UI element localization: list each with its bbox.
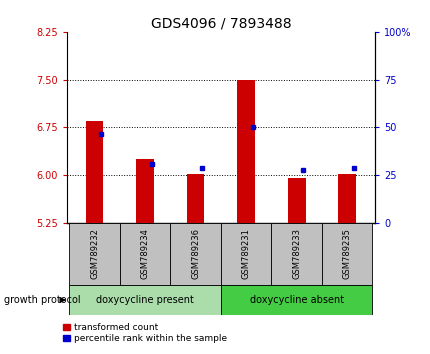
Bar: [338, 174, 355, 223]
Bar: [69, 285, 221, 315]
Text: GSM789236: GSM789236: [190, 228, 200, 280]
Text: GSM789235: GSM789235: [342, 229, 351, 279]
Bar: [321, 223, 372, 285]
Text: doxycycline present: doxycycline present: [96, 295, 194, 305]
Bar: [186, 174, 204, 223]
Text: growth protocol: growth protocol: [4, 295, 81, 305]
Text: GSM789234: GSM789234: [140, 229, 149, 279]
Bar: [120, 223, 170, 285]
Title: GDS4096 / 7893488: GDS4096 / 7893488: [150, 17, 291, 31]
Bar: [237, 80, 255, 223]
Legend: transformed count, percentile rank within the sample: transformed count, percentile rank withi…: [62, 323, 226, 343]
Bar: [136, 159, 154, 223]
Bar: [170, 223, 221, 285]
Bar: [86, 121, 103, 223]
Text: doxycycline absent: doxycycline absent: [249, 295, 343, 305]
Bar: [271, 223, 321, 285]
Text: GSM789233: GSM789233: [292, 228, 301, 280]
Bar: [287, 178, 305, 223]
Bar: [221, 285, 372, 315]
Bar: [69, 223, 120, 285]
Bar: [221, 223, 271, 285]
Text: GSM789231: GSM789231: [241, 229, 250, 279]
Text: GSM789232: GSM789232: [90, 229, 99, 279]
